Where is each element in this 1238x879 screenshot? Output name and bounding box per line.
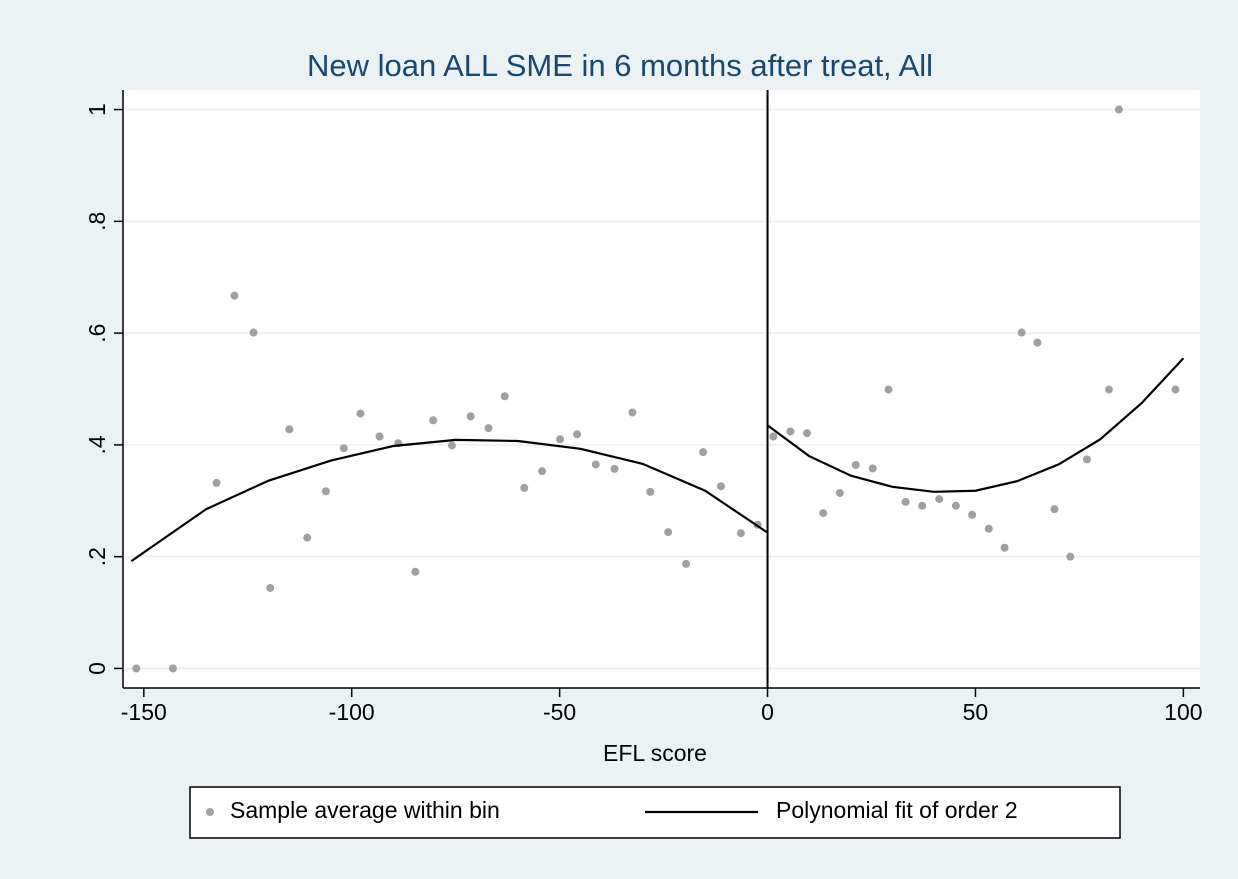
x-tick-label: 0 bbox=[761, 699, 774, 725]
legend-marker bbox=[206, 808, 214, 816]
data-point bbox=[951, 501, 960, 510]
y-tick-label: 0 bbox=[84, 662, 110, 675]
y-tick-label: 1 bbox=[84, 103, 110, 116]
data-point bbox=[736, 529, 745, 538]
data-point bbox=[868, 464, 877, 473]
y-tick-label: .4 bbox=[84, 435, 110, 454]
x-tick-label: -150 bbox=[121, 699, 167, 725]
data-point bbox=[935, 495, 944, 504]
data-point bbox=[628, 408, 637, 417]
data-point bbox=[132, 664, 141, 673]
data-point bbox=[682, 559, 691, 568]
data-point bbox=[1114, 105, 1123, 114]
legend-label: Sample average within bin bbox=[230, 797, 500, 823]
data-point bbox=[573, 430, 582, 439]
data-point bbox=[1000, 543, 1009, 552]
data-point bbox=[664, 528, 673, 537]
plot-area bbox=[123, 90, 1200, 688]
data-point bbox=[1171, 385, 1180, 394]
data-point bbox=[484, 424, 493, 433]
data-point bbox=[835, 488, 844, 497]
data-point bbox=[1050, 505, 1059, 514]
data-point bbox=[429, 416, 438, 425]
data-point bbox=[851, 461, 860, 470]
data-point bbox=[646, 487, 655, 496]
data-point bbox=[230, 291, 239, 300]
data-point bbox=[901, 497, 910, 506]
data-point bbox=[1066, 552, 1075, 561]
data-point bbox=[1033, 338, 1042, 347]
y-tick-label: .6 bbox=[84, 324, 110, 343]
data-point bbox=[1017, 328, 1026, 337]
legend-label: Polynomial fit of order 2 bbox=[776, 797, 1018, 823]
data-point bbox=[716, 482, 725, 491]
y-tick-label: .2 bbox=[84, 547, 110, 566]
data-point bbox=[1104, 385, 1113, 394]
data-point bbox=[339, 444, 348, 453]
data-point bbox=[610, 464, 619, 473]
data-point bbox=[1082, 455, 1091, 464]
chart-title: New loan ALL SME in 6 months after treat… bbox=[307, 48, 933, 83]
data-point bbox=[303, 533, 312, 542]
data-point bbox=[212, 478, 221, 487]
data-point bbox=[520, 483, 529, 492]
data-point bbox=[769, 432, 778, 441]
x-tick-label: -50 bbox=[543, 699, 576, 725]
data-point bbox=[168, 664, 177, 673]
x-tick-label: 100 bbox=[1164, 699, 1202, 725]
data-point bbox=[285, 425, 294, 434]
data-point bbox=[466, 412, 475, 421]
data-point bbox=[884, 385, 893, 394]
data-point bbox=[803, 429, 812, 438]
fit-line bbox=[130, 438, 769, 563]
x-tick-label: 50 bbox=[963, 699, 989, 725]
data-point bbox=[968, 510, 977, 519]
data-point bbox=[786, 427, 795, 436]
data-point bbox=[819, 509, 828, 518]
data-point bbox=[321, 487, 330, 496]
data-point bbox=[500, 392, 509, 401]
data-point bbox=[556, 435, 565, 444]
data-point bbox=[266, 583, 275, 592]
data-point bbox=[356, 409, 365, 418]
data-point bbox=[918, 501, 927, 510]
y-tick-label: .8 bbox=[84, 212, 110, 231]
x-axis-label: EFL score bbox=[603, 740, 707, 766]
data-point bbox=[411, 567, 420, 576]
data-point bbox=[375, 432, 384, 441]
data-point bbox=[984, 524, 993, 533]
data-point bbox=[447, 441, 456, 450]
data-point bbox=[699, 448, 708, 457]
x-tick-label: -100 bbox=[329, 699, 375, 725]
fit-line bbox=[766, 357, 1185, 493]
data-point bbox=[249, 328, 258, 337]
data-point bbox=[538, 467, 547, 476]
data-point bbox=[591, 460, 600, 469]
